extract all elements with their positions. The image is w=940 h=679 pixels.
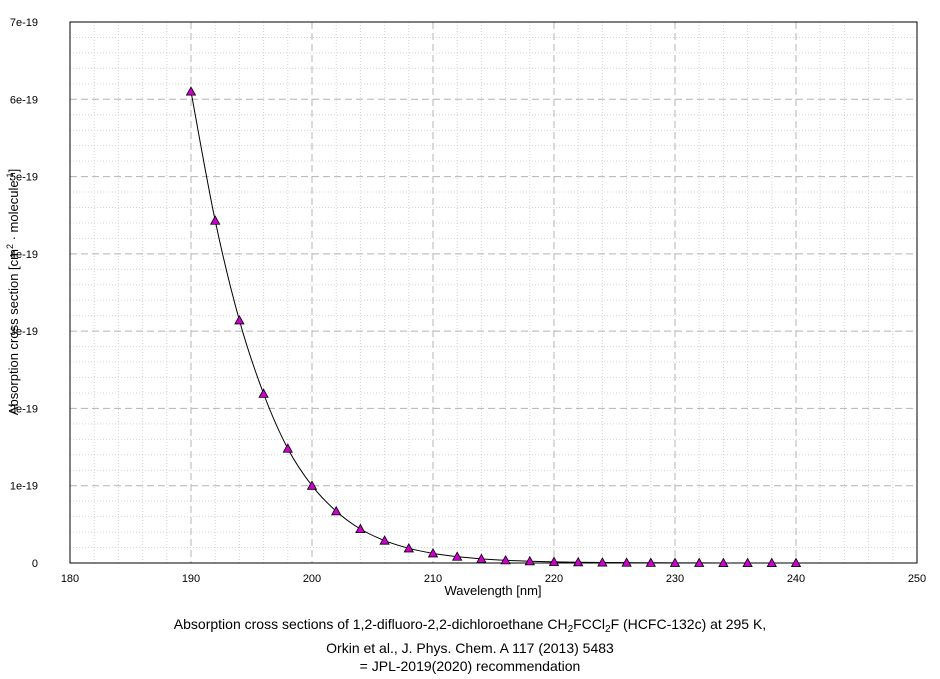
data-point-marker: [573, 556, 584, 567]
chart: 180 190 200 210 220 230 240 250 0 1e-19 2e-19 3e-1…: [5, 17, 926, 598]
data-point-marker: [452, 551, 463, 561]
y-axis-title-main: Absorption cross section [cm: [6, 249, 21, 415]
caption-line-3: = JPL-2019(2020) recommendation: [359, 658, 581, 674]
data-point-marker: [355, 523, 366, 533]
data-point-marker: [331, 505, 342, 516]
data-point-marker: [694, 557, 705, 567]
data-point-marker: [718, 557, 729, 567]
y-axis-ticks: 0 1e-19 2e-19 3e-19 4e-19 5e-19 6e-19 7e-19: [10, 17, 38, 570]
y-tick-label: 4e-19: [10, 249, 38, 261]
x-axis-title: Wavelength [nm]: [444, 583, 541, 598]
data-point-marker: [379, 535, 390, 545]
y-axis-title-sup1: 2: [5, 244, 15, 249]
y-tick-label: 0: [32, 558, 38, 570]
y-axis-title: Absorption cross section [cm2 · molecule…: [5, 169, 21, 415]
caption-sub-1: 2: [567, 624, 574, 635]
caption-text-b: FCCl: [573, 616, 606, 632]
caption-line-2: Orkin et al., J. Phys. Chem. A 117 (2013…: [326, 640, 614, 656]
y-tick-label: 3e-19: [10, 326, 38, 338]
data-point-marker: [476, 553, 487, 563]
data-point-marker: [185, 86, 197, 96]
y-axis-title-sup2: -1: [5, 172, 15, 180]
series-line: [190, 91, 797, 564]
y-tick-label: 2e-19: [10, 403, 38, 415]
y-tick-label: 6e-19: [10, 94, 38, 106]
data-point-marker: [669, 557, 681, 567]
grid: [70, 21, 917, 564]
data-point-marker: [766, 557, 777, 567]
x-tick-label: 190: [182, 573, 200, 585]
y-tick-label: 5e-19: [10, 172, 38, 184]
x-axis-ticks: 180 190 200 210 220 230 240 250: [61, 573, 926, 585]
caption-line-1: Absorption cross sections of 1,2-difluor…: [0, 614, 940, 635]
x-tick-label: 250: [908, 573, 926, 585]
data-point-marker: [258, 388, 269, 398]
caption-text-a: Absorption cross sections of 1,2-difluor…: [173, 616, 568, 632]
plot-frame: [69, 21, 918, 564]
caption-text-c: F (HCFC-132c) at 295 K,: [610, 616, 767, 632]
data-point-marker: [621, 557, 632, 567]
data-point-marker: [524, 555, 535, 566]
data-point-marker: [742, 557, 753, 567]
data-point-marker: [306, 480, 318, 490]
data-point-marker: [403, 542, 414, 553]
data-point-marker: [790, 557, 802, 567]
series-markers: [185, 86, 802, 567]
y-tick-label: 7e-19: [10, 17, 38, 29]
y-axis-title-end: ]: [6, 169, 21, 173]
x-tick-label: 220: [545, 573, 563, 585]
y-axis-title-mid: · molecule: [6, 180, 21, 244]
data-point-marker: [645, 557, 656, 567]
data-point-marker: [210, 215, 221, 225]
data-point-marker: [427, 548, 439, 558]
x-tick-label: 230: [666, 573, 684, 585]
data-point-marker: [597, 557, 608, 567]
x-tick-label: 200: [303, 573, 321, 585]
data-point-marker: [500, 554, 511, 565]
data-point-marker: [282, 443, 293, 453]
data-point-marker: [234, 314, 245, 325]
x-tick-label: 240: [787, 573, 805, 585]
y-tick-label: 1e-19: [10, 481, 38, 493]
data-point-marker: [548, 556, 560, 566]
x-tick-label: 180: [61, 573, 79, 585]
x-tick-label: 210: [424, 573, 442, 585]
caption-sub-2: 2: [605, 624, 611, 635]
